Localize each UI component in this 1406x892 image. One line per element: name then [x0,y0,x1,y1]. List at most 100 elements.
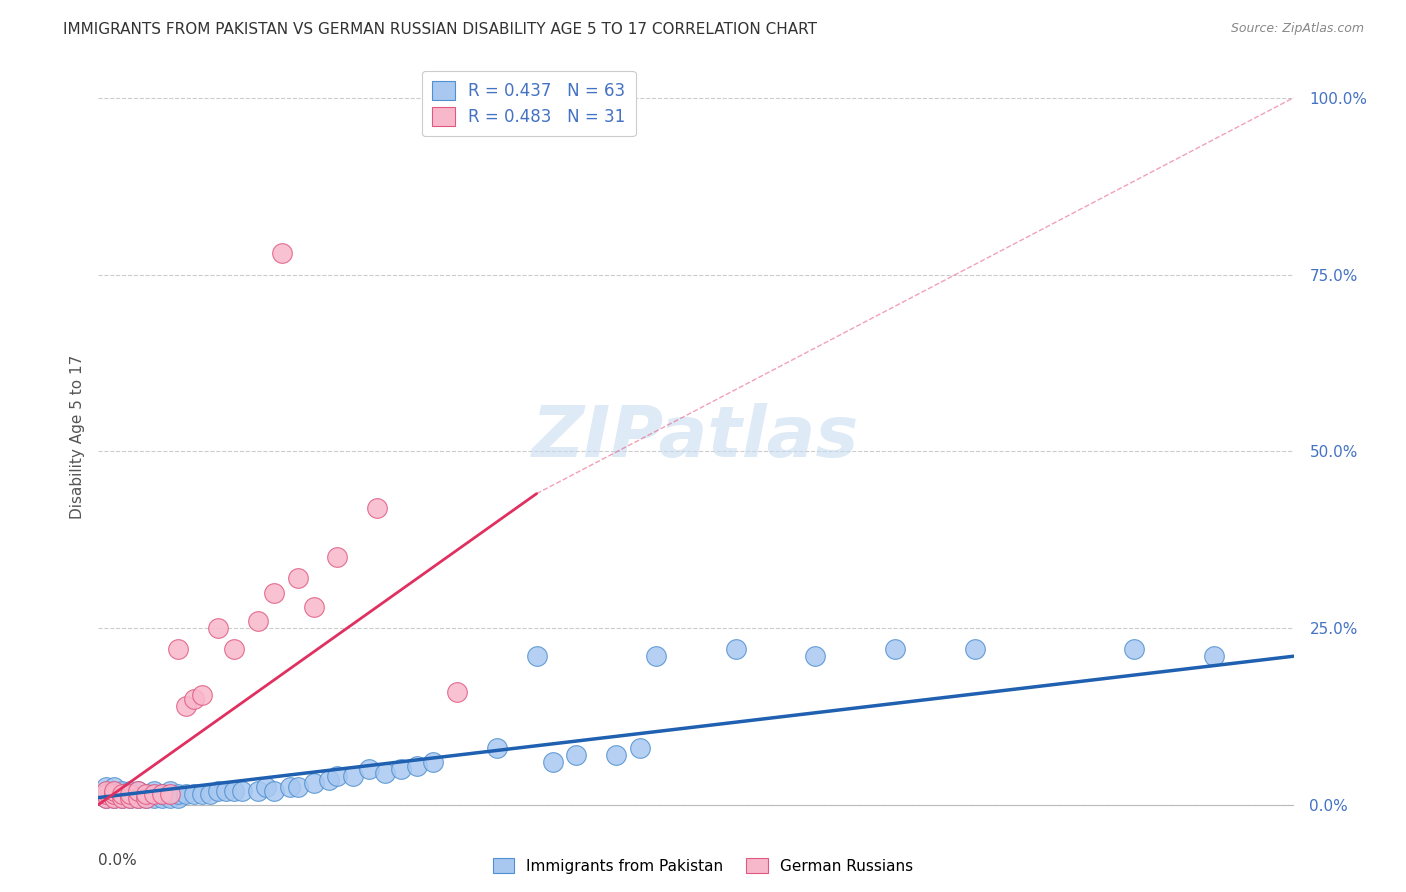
Point [374,765,396,780]
Point [183,691,205,706]
Point [215,783,238,797]
Point [103,790,125,805]
Point [302,599,325,614]
Point [103,787,125,801]
Point [222,642,245,657]
Point [150,787,173,801]
Point [254,780,277,794]
Point [111,790,134,805]
Point [963,642,986,657]
Point [174,787,197,801]
Point [120,787,142,801]
Point [485,741,508,756]
Point [96,780,118,794]
Point [318,772,340,787]
Point [406,758,429,772]
Point [198,787,221,801]
Point [804,649,827,664]
Point [359,762,381,776]
Point [884,642,907,657]
Point [127,783,149,797]
Point [389,762,412,776]
Point [1123,642,1146,657]
Point [541,756,564,770]
Point [167,642,190,657]
Point [96,787,118,801]
Point [103,783,125,797]
Point [111,790,134,805]
Text: Source: ZipAtlas.com: Source: ZipAtlas.com [1230,22,1364,36]
Text: ZIPatlas: ZIPatlas [533,402,859,472]
Point [628,741,651,756]
Point [135,787,157,801]
Point [231,783,253,797]
Point [96,790,118,805]
Point [127,783,149,797]
Legend: R = 0.437   N = 63, R = 0.483   N = 31: R = 0.437 N = 63, R = 0.483 N = 31 [422,70,636,136]
Point [263,585,285,599]
Point [167,787,190,801]
Point [605,748,627,763]
Point [263,783,285,797]
Point [1202,649,1225,664]
Point [270,246,292,260]
Point [183,787,205,801]
Y-axis label: Disability Age 5 to 17: Disability Age 5 to 17 [69,355,84,519]
Point [135,790,157,805]
Point [342,769,364,783]
Point [103,780,125,794]
Point [422,756,444,770]
Point [446,684,468,698]
Point [150,790,173,805]
Point [278,780,301,794]
Point [135,787,157,801]
Point [111,787,134,801]
Point [287,571,309,585]
Point [143,787,166,801]
Legend: Immigrants from Pakistan, German Russians: Immigrants from Pakistan, German Russian… [486,852,920,880]
Point [222,783,245,797]
Text: 0.0%: 0.0% [98,853,138,868]
Point [96,783,118,797]
Point [191,787,214,801]
Point [159,790,181,805]
Point [111,783,134,797]
Point [159,787,181,801]
Point [565,748,588,763]
Point [207,621,229,635]
Point [724,642,747,657]
Point [120,787,142,801]
Point [103,783,125,797]
Point [96,787,118,801]
Point [103,790,125,805]
Point [302,776,325,790]
Point [143,790,166,805]
Point [150,787,173,801]
Point [645,649,668,664]
Point [174,698,197,713]
Point [246,783,269,797]
Point [366,500,388,515]
Point [326,769,349,783]
Point [287,780,309,794]
Point [191,688,214,702]
Point [326,550,349,565]
Point [143,783,166,797]
Point [167,790,190,805]
Point [120,790,142,805]
Point [127,787,149,801]
Point [135,790,157,805]
Point [111,787,134,801]
Point [103,787,125,801]
Point [207,783,229,797]
Point [120,783,142,797]
Point [127,790,149,805]
Point [127,790,149,805]
Point [96,783,118,797]
Point [143,787,166,801]
Point [526,649,548,664]
Point [246,614,269,628]
Point [159,783,181,797]
Text: IMMIGRANTS FROM PAKISTAN VS GERMAN RUSSIAN DISABILITY AGE 5 TO 17 CORRELATION CH: IMMIGRANTS FROM PAKISTAN VS GERMAN RUSSI… [63,22,817,37]
Point [120,790,142,805]
